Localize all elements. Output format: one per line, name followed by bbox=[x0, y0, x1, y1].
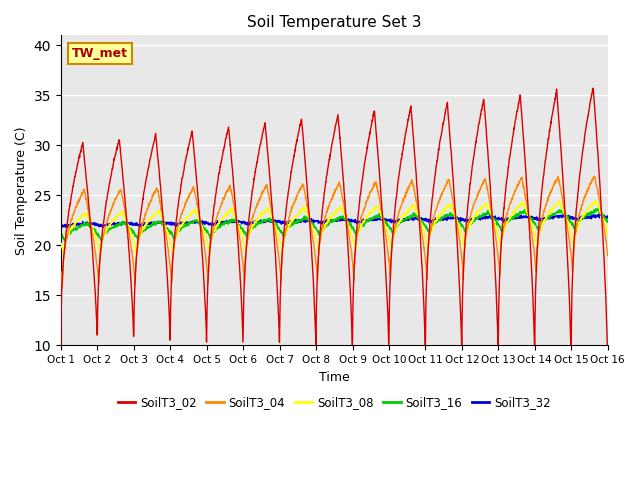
Text: TW_met: TW_met bbox=[72, 47, 128, 60]
X-axis label: Time: Time bbox=[319, 371, 349, 384]
Legend: SoilT3_02, SoilT3_04, SoilT3_08, SoilT3_16, SoilT3_32: SoilT3_02, SoilT3_04, SoilT3_08, SoilT3_… bbox=[113, 392, 556, 414]
Title: Soil Temperature Set 3: Soil Temperature Set 3 bbox=[247, 15, 422, 30]
Y-axis label: Soil Temperature (C): Soil Temperature (C) bbox=[15, 126, 28, 254]
